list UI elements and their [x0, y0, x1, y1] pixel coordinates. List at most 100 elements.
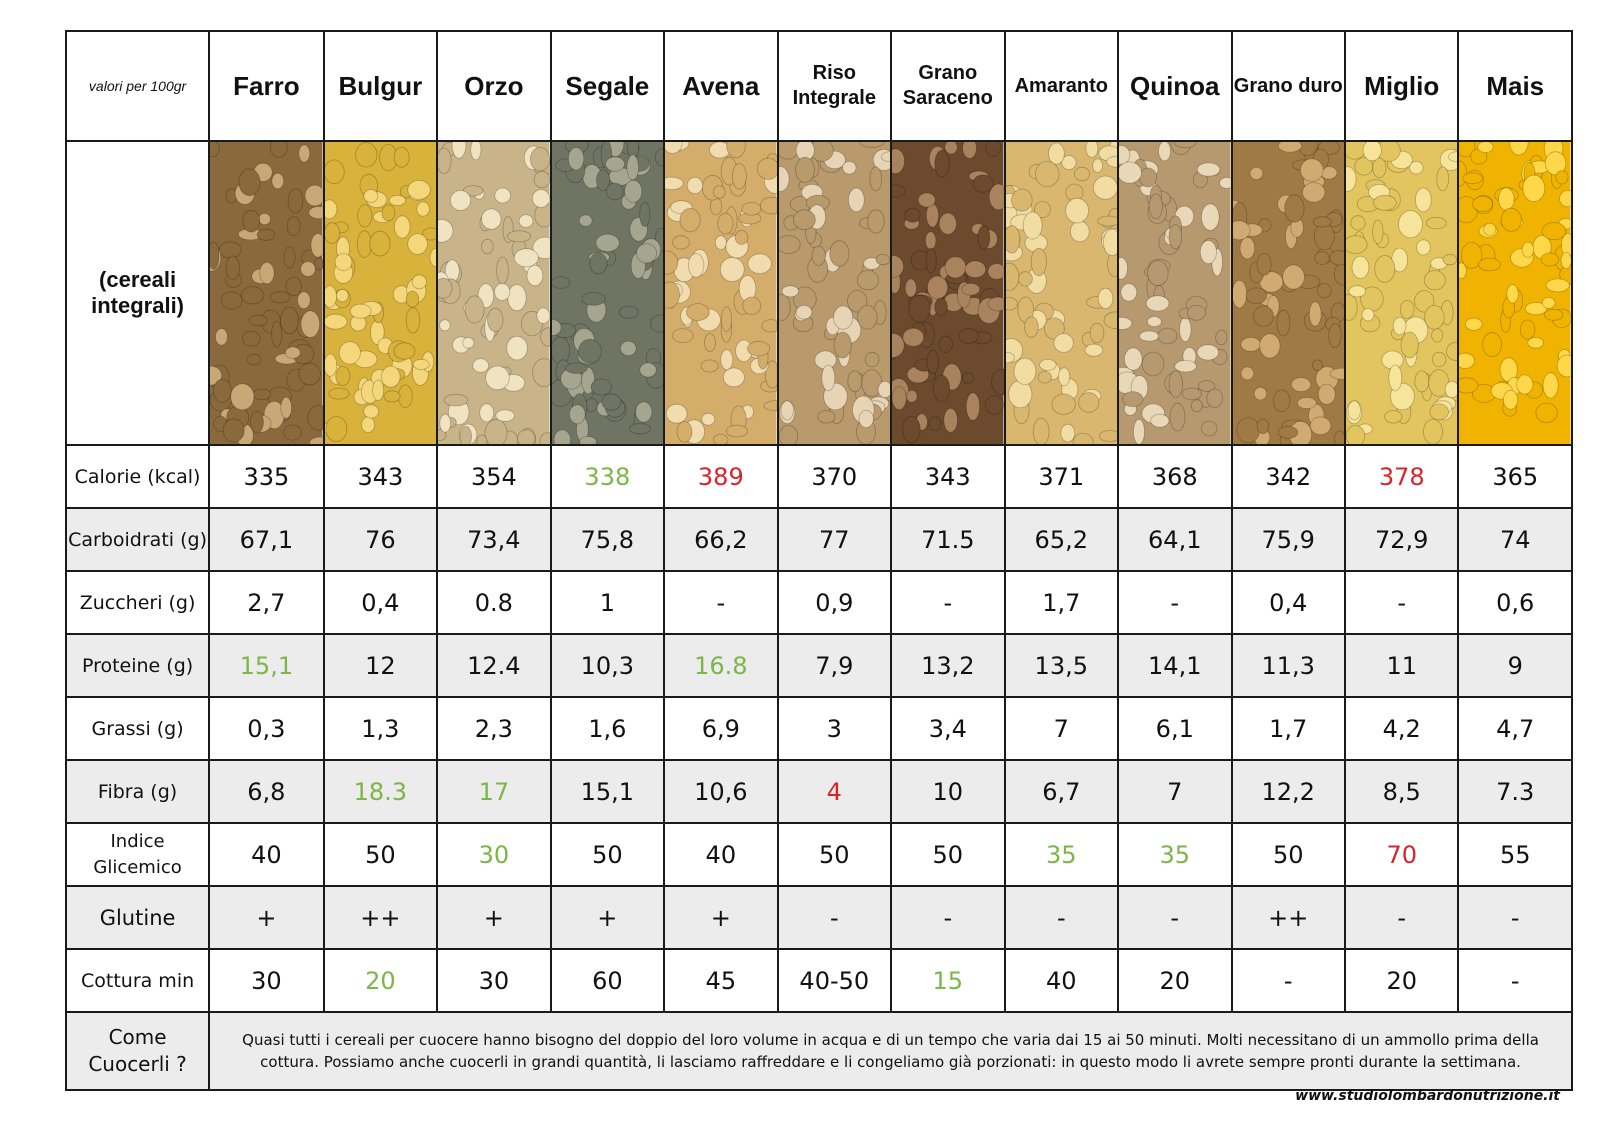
table-cell: 67,1 — [208, 507, 325, 572]
units-label: valori per 100gr — [64, 30, 211, 142]
table-cell: 50 — [776, 822, 893, 887]
column-header-grano-saraceno: Grano Saraceno — [890, 30, 1006, 142]
table-cell: + — [549, 885, 666, 950]
column-header-farro: Farro — [208, 30, 325, 142]
table-cell: 343 — [322, 444, 439, 509]
table-cell: 0,9 — [776, 570, 893, 635]
grain-photo-amaranto — [1003, 140, 1120, 446]
table-cell: 12 — [322, 633, 439, 698]
row-label: Grassi (g) — [64, 696, 211, 761]
table-cell: 20 — [1117, 948, 1233, 1013]
table-cell: 10,3 — [549, 633, 666, 698]
table-cell: 1,6 — [549, 696, 666, 761]
table-cell: 368 — [1117, 444, 1233, 509]
table-cell: 365 — [1457, 444, 1573, 509]
table-row: Grassi (g) 0,3 1,3 2,3 1,6 6,9 3 3,4 7 6,1 1,7 4,2 4… — [64, 696, 1573, 761]
table-cell: 7.3 — [1457, 759, 1573, 824]
table-cell: - — [890, 885, 1006, 950]
grain-photo-miglio — [1343, 140, 1460, 446]
table-cell: 0,3 — [208, 696, 325, 761]
table-cell: 4,2 — [1343, 696, 1460, 761]
table-cell: - — [1343, 570, 1460, 635]
table-cell: 10,6 — [663, 759, 779, 824]
image-row-label: (cereali integrali) — [64, 140, 211, 446]
website-credit: www.studiolombardonutrizione.it — [1295, 1088, 1560, 1104]
table-cell: - — [1457, 948, 1573, 1013]
table-cell: 50 — [549, 822, 666, 887]
column-header-riso-integrale: Riso Integrale — [776, 30, 893, 142]
table-cell: + — [663, 885, 779, 950]
table-cell: 6,8 — [208, 759, 325, 824]
table-cell: 12.4 — [436, 633, 552, 698]
table-cell: 8,5 — [1343, 759, 1460, 824]
grain-photo-segale — [549, 140, 666, 446]
image-row: (cereali integrali) — [64, 140, 1573, 446]
table-cell: - — [1117, 885, 1233, 950]
table-cell: 64,1 — [1117, 507, 1233, 572]
table-cell: 40 — [1003, 948, 1120, 1013]
table-cell: 11,3 — [1230, 633, 1346, 698]
table-cell: 16.8 — [663, 633, 779, 698]
table-cell: 75,8 — [549, 507, 666, 572]
table-cell: 6,7 — [1003, 759, 1120, 824]
table-cell: 72,9 — [1343, 507, 1460, 572]
table-cell: + — [436, 885, 552, 950]
table-row: Fibra (g) 6,8 18.3 17 15,1 10,6 4 10 6,7 7 12,2 8,5… — [64, 759, 1573, 824]
table-cell: 1,3 — [322, 696, 439, 761]
table-cell: 3 — [776, 696, 893, 761]
row-label: Glutine — [64, 885, 211, 950]
table-cell: 18.3 — [322, 759, 439, 824]
row-label: Cottura min — [64, 948, 211, 1013]
table-cell: 35 — [1003, 822, 1120, 887]
table-cell: 1 — [549, 570, 666, 635]
column-header-amaranto: Amaranto — [1003, 30, 1120, 142]
table-cell: 17 — [436, 759, 552, 824]
table-cell: 335 — [208, 444, 325, 509]
cooking-note-row: Come Cuocerli ? Quasi tutti i cereali per… — [64, 1011, 1573, 1091]
column-header-avena: Avena — [663, 30, 779, 142]
table-cell: 11 — [1343, 633, 1460, 698]
table-cell: 4 — [776, 759, 893, 824]
table-row: Carboidrati (g) 67,1 76 73,4 75,8 66,2 77 71.5 6… — [64, 507, 1573, 572]
table-cell: 354 — [436, 444, 552, 509]
table-cell: 378 — [1343, 444, 1460, 509]
table-cell: 2,7 — [208, 570, 325, 635]
table-cell: 60 — [549, 948, 666, 1013]
grain-photo-grano-saraceno — [890, 140, 1006, 446]
table-row: Cottura min 30 20 30 60 45 40-50 15 40 20-20- — [64, 948, 1573, 1013]
column-header-orzo: Orzo — [436, 30, 552, 142]
grain-photo-riso-integrale — [776, 140, 893, 446]
table-cell: 70 — [1343, 822, 1460, 887]
row-label: Calorie (kcal) — [64, 444, 211, 509]
table-cell: 30 — [436, 948, 552, 1013]
table-cell: - — [1003, 885, 1120, 950]
table-cell: 30 — [436, 822, 552, 887]
row-label: Zuccheri (g) — [64, 570, 211, 635]
table-cell: 35 — [1117, 822, 1233, 887]
table-cell: 40 — [208, 822, 325, 887]
column-header-grano-duro: Grano duro — [1230, 30, 1346, 142]
table-cell: 14,1 — [1117, 633, 1233, 698]
column-header-miglio: Miglio — [1343, 30, 1460, 142]
table-cell: 12,2 — [1230, 759, 1346, 824]
table-cell: 0,4 — [322, 570, 439, 635]
row-label: Proteine (g) — [64, 633, 211, 698]
table-row: Calorie (kcal) 335 343 354 338 389 370 343 371 36… — [64, 444, 1573, 509]
table-cell: 55 — [1457, 822, 1573, 887]
table-cell: 2,3 — [436, 696, 552, 761]
table-cell: ++ — [1230, 885, 1346, 950]
table-cell: 40-50 — [776, 948, 893, 1013]
cooking-note-text: Quasi tutti i cereali per cuocere hanno … — [208, 1011, 1573, 1091]
table-cell: 0.8 — [436, 570, 552, 635]
table-cell: - — [663, 570, 779, 635]
row-label: Carboidrati (g) — [64, 507, 211, 572]
table-cell: 1,7 — [1230, 696, 1346, 761]
table-cell: - — [890, 570, 1006, 635]
table-row: Proteine (g) 15,1 12 12.4 10,3 16.8 7,9 13,2 13,… — [64, 633, 1573, 698]
header-row: valori per 100gr Farro Bulgur Orzo Segale Av… — [64, 30, 1573, 142]
table-cell: 13,2 — [890, 633, 1006, 698]
table-cell: 7 — [1117, 759, 1233, 824]
table-cell: 76 — [322, 507, 439, 572]
table-row: Indice Glicemico 40 50 30 50 40 50 50 35 35 50 70 55 — [64, 822, 1573, 887]
table-cell: 15,1 — [208, 633, 325, 698]
